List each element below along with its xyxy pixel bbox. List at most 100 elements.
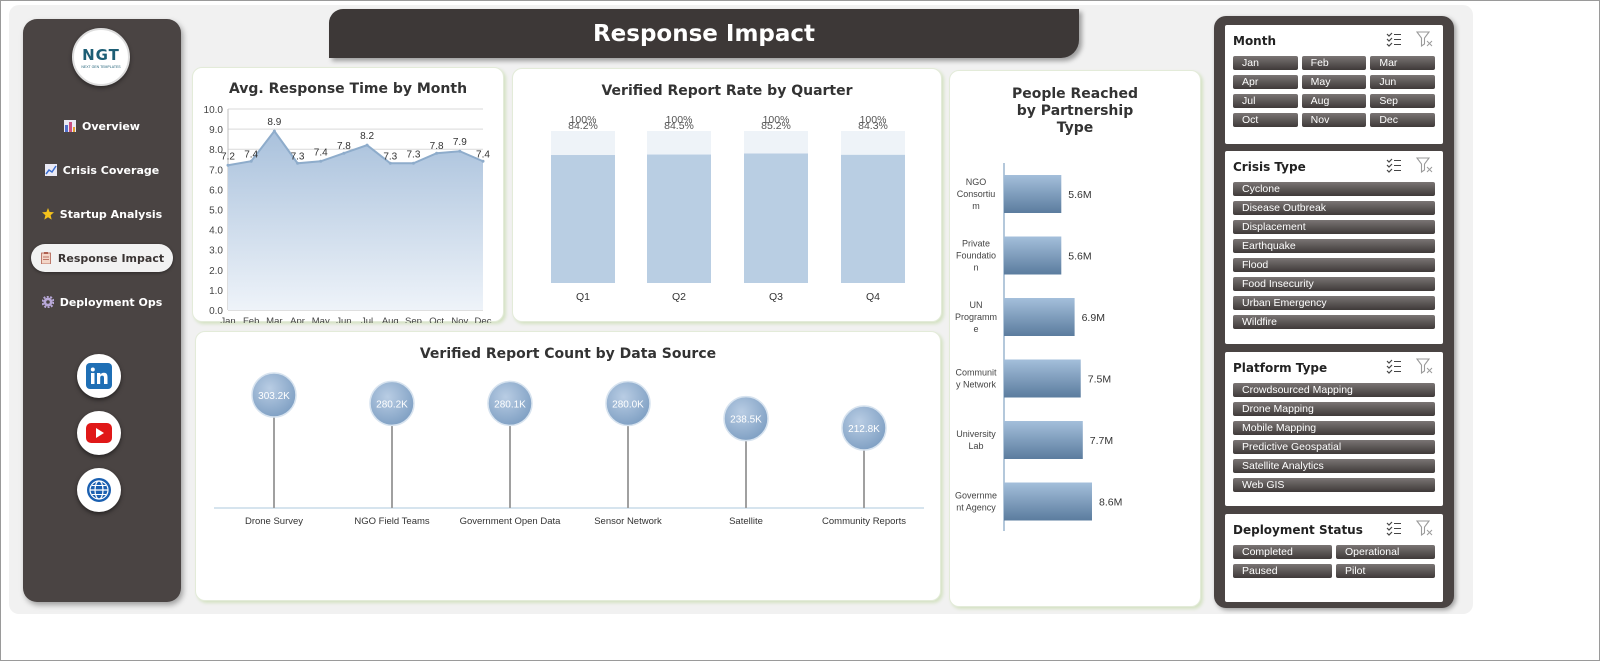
nav-startup-analysis[interactable]: Startup Analysis xyxy=(31,200,173,228)
value-label: 303.2K xyxy=(258,391,290,402)
clear-filter-icon[interactable] xyxy=(1416,520,1433,536)
y-tick-line: Communit xyxy=(955,368,997,378)
nav-label: Response Impact xyxy=(57,251,165,265)
slicer-item[interactable]: Aug xyxy=(1301,94,1367,108)
slicer-item[interactable]: Mar xyxy=(1370,56,1435,70)
slicer-item[interactable]: Operational xyxy=(1336,545,1435,559)
slicer-item[interactable]: Predictive Geospatial xyxy=(1233,440,1435,454)
data-point xyxy=(481,159,485,163)
x-tick-label: Sensor Network xyxy=(594,516,662,527)
y-tick-label: NGO Consortiu m xyxy=(957,177,996,211)
bubble xyxy=(251,372,297,418)
nav-label: Startup Analysis xyxy=(59,207,163,221)
sidebar: NGT NEXT GEN TEMPLATES Overview Crisis C… xyxy=(23,19,181,602)
slicer-tools xyxy=(1386,31,1433,47)
total-label: 100% xyxy=(666,114,693,126)
bubble xyxy=(605,380,651,427)
slicer-item[interactable]: Completed xyxy=(1233,545,1332,559)
value-label: 84.2% xyxy=(568,120,598,132)
clear-filter-icon[interactable] xyxy=(1416,157,1433,173)
slicer-item[interactable]: Jun xyxy=(1370,75,1435,89)
y-tick-line: Governme xyxy=(955,491,997,501)
y-tick-line: NGO xyxy=(966,177,987,187)
nav-deployment-ops[interactable]: Deployment Ops xyxy=(31,288,173,316)
youtube-icon xyxy=(86,423,112,443)
slicer-item[interactable]: Pilot xyxy=(1336,564,1435,578)
y-tick-label: 7.0 xyxy=(209,165,223,176)
slicer-item[interactable]: Wildfire xyxy=(1233,315,1435,329)
linkedin-button[interactable] xyxy=(77,354,121,398)
y-tick-label: 6.0 xyxy=(209,185,223,196)
slicer-item[interactable]: Feb xyxy=(1301,56,1367,70)
multi-select-icon[interactable] xyxy=(1386,358,1402,374)
total-label: 100% xyxy=(763,114,790,126)
youtube-button[interactable] xyxy=(77,411,121,455)
x-tick-label: Q2 xyxy=(672,291,686,303)
slicer-item[interactable]: Jan xyxy=(1233,56,1298,70)
response-time-card: Avg. Response Time by Month 0.0 1.0 2.0 3.0… xyxy=(192,67,504,323)
bar xyxy=(1004,482,1092,521)
nav-response-impact[interactable]: Response Impact xyxy=(31,244,173,272)
clear-filter-icon[interactable] xyxy=(1416,358,1433,374)
logo-text: NGT xyxy=(82,45,120,64)
clear-filter-icon[interactable] xyxy=(1416,31,1433,47)
bubble xyxy=(841,405,887,451)
y-tick-line: Lab xyxy=(968,441,983,451)
y-tick-label: 3.0 xyxy=(209,246,223,257)
data-label: 7.4 xyxy=(314,147,328,158)
slicer-item[interactable]: Disease Outbreak xyxy=(1233,201,1435,215)
multi-select-icon[interactable] xyxy=(1386,157,1402,173)
slicer-item[interactable]: May xyxy=(1301,75,1367,89)
data-label: 7.8 xyxy=(430,141,444,152)
slicer-item[interactable]: Sep xyxy=(1370,94,1435,108)
people-reached-card: People Reached by Partnership Type 5.6M N… xyxy=(949,70,1201,607)
bar-chart-icon xyxy=(64,120,76,132)
nav-crisis-coverage[interactable]: Crisis Coverage xyxy=(31,156,173,184)
y-tick-line: Programm xyxy=(955,312,997,322)
slicer-item[interactable]: Urban Emergency xyxy=(1233,296,1435,310)
slicer-item[interactable]: Displacement xyxy=(1233,220,1435,234)
slicer-item[interactable]: Crowdsourced Mapping xyxy=(1233,383,1435,397)
y-tick-label: University Lab xyxy=(956,429,996,451)
slicer-item[interactable]: Satellite Analytics xyxy=(1233,459,1435,473)
x-tick-label: Feb xyxy=(243,316,259,323)
slicer-title: Month xyxy=(1233,34,1277,48)
slicer-item[interactable]: Apr xyxy=(1233,75,1298,89)
slicer-item[interactable]: Earthquake xyxy=(1233,239,1435,253)
slicer-item[interactable]: Cyclone xyxy=(1233,182,1435,196)
globe-icon xyxy=(87,478,111,502)
multi-select-icon[interactable] xyxy=(1386,31,1402,47)
nav-overview[interactable]: Overview xyxy=(31,112,173,140)
slicer-item[interactable]: Oct xyxy=(1233,113,1298,127)
bar xyxy=(1004,175,1062,213)
value-label: 5.6M xyxy=(1068,251,1091,263)
value-label: 85.2% xyxy=(761,120,791,132)
value-label: 84.3% xyxy=(858,120,888,132)
data-point xyxy=(411,161,415,165)
data-label: 7.8 xyxy=(337,141,351,152)
value-label: 280.2K xyxy=(376,399,408,410)
data-label: 7.4 xyxy=(244,149,258,160)
x-tick-label: Government Open Data xyxy=(460,516,562,527)
slicer-item[interactable]: Paused xyxy=(1233,564,1332,578)
x-tick-label: Mar xyxy=(266,316,282,323)
slicer-item[interactable]: Flood xyxy=(1233,258,1435,272)
slicer-item[interactable]: Food Insecurity xyxy=(1233,277,1435,291)
slicer-item[interactable]: Dec xyxy=(1370,113,1435,127)
slicer-item[interactable]: Nov xyxy=(1301,113,1367,127)
chart-title: People Reached by Partnership Type xyxy=(1011,86,1139,136)
slicer-tools xyxy=(1386,358,1433,374)
slicer-item[interactable]: Drone Mapping xyxy=(1233,402,1435,416)
slicer-item[interactable]: Jul xyxy=(1233,94,1298,108)
area-fill xyxy=(228,131,483,310)
data-point xyxy=(342,151,346,155)
website-button[interactable] xyxy=(77,468,121,512)
multi-select-icon[interactable] xyxy=(1386,520,1402,536)
data-label: 8.2 xyxy=(360,131,374,142)
slicer-item[interactable]: Web GIS xyxy=(1233,478,1435,492)
slicer-item[interactable]: Mobile Mapping xyxy=(1233,421,1435,435)
bar xyxy=(1004,421,1083,459)
y-tick-label: 9.0 xyxy=(209,125,223,136)
value-label: 7.7M xyxy=(1090,435,1113,447)
x-tick-label: NGO Field Teams xyxy=(354,516,430,527)
